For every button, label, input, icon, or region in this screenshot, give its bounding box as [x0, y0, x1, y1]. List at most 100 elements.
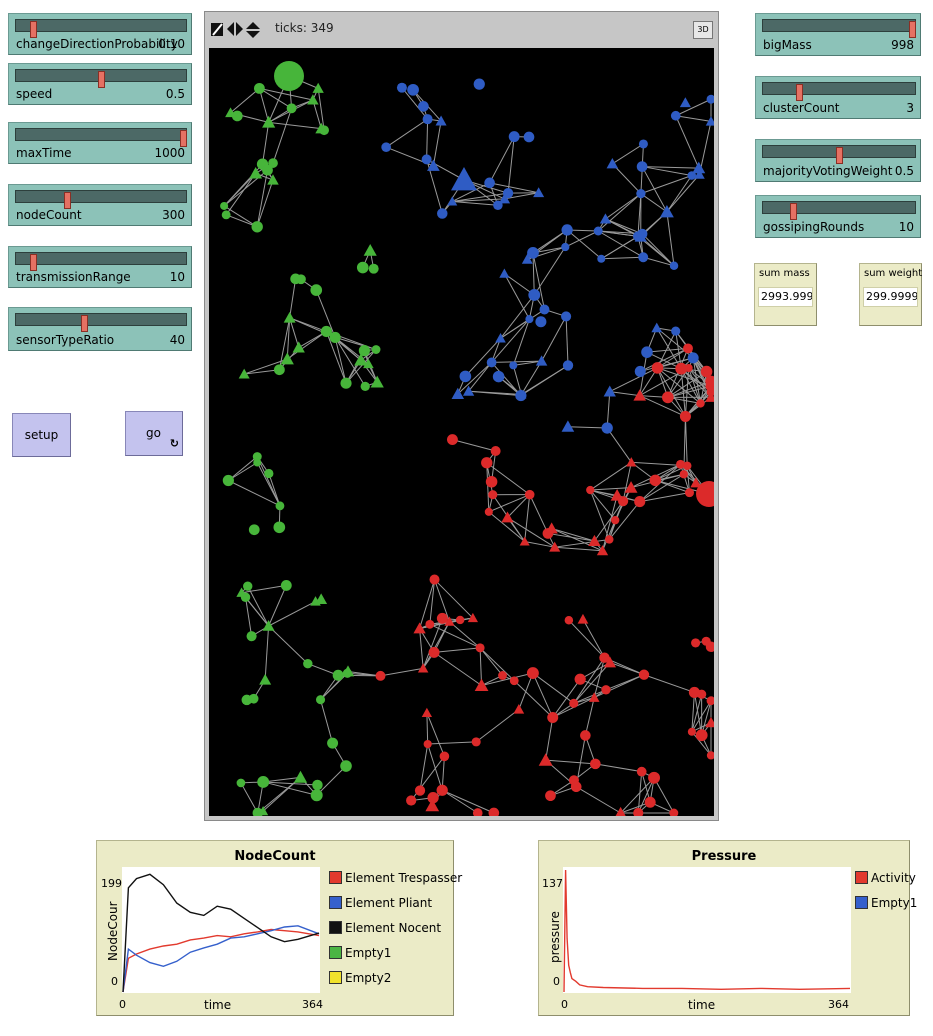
slider-knob[interactable]	[796, 84, 804, 101]
slider-speed[interactable]: speed 0.5	[8, 63, 192, 105]
sensor-node	[246, 631, 257, 642]
sensor-node	[526, 667, 539, 680]
sensor-node	[539, 304, 550, 315]
sensor-node	[471, 737, 481, 747]
slider-majority-voting-weight[interactable]: majorityVotingWeight 0.5	[755, 139, 921, 182]
sensor-node	[473, 78, 485, 90]
slider-gossiping-rounds[interactable]: gossipingRounds 10	[755, 195, 921, 238]
series-line-element-nocent	[122, 873, 320, 993]
slider-max-time[interactable]: maxTime 1000	[8, 122, 192, 164]
slider-track[interactable]	[762, 82, 916, 101]
sensor-node	[706, 696, 714, 706]
slider-knob[interactable]	[64, 192, 71, 209]
world-canvas[interactable]	[209, 48, 714, 816]
slider-transmission-range[interactable]: transmissionRange 10	[8, 246, 192, 288]
slider-knob[interactable]	[98, 71, 105, 88]
slider-track[interactable]	[762, 145, 916, 164]
arrows-vertical-icon[interactable]	[246, 22, 260, 38]
network-link	[554, 546, 603, 552]
sensor-node	[671, 326, 681, 336]
slider-knob[interactable]	[30, 21, 37, 38]
slider-track[interactable]	[15, 252, 187, 271]
network-link	[256, 179, 274, 227]
sensor-node-triangle	[679, 97, 691, 108]
slider-node-count[interactable]: nodeCount 300	[8, 184, 192, 226]
edit-icon[interactable]	[211, 23, 223, 36]
network-link	[434, 647, 481, 653]
network-link	[334, 337, 347, 384]
sensor-node	[705, 375, 714, 387]
network-link	[401, 87, 428, 120]
sensor-node	[636, 189, 646, 199]
slider-knob[interactable]	[790, 203, 798, 220]
network-link	[223, 205, 258, 228]
sensor-node	[485, 475, 498, 488]
slider-change-direction-probability[interactable]: changeDirectionProbability 0.10	[8, 13, 192, 55]
sensor-node-triangle	[451, 387, 465, 400]
sensor-node	[601, 685, 611, 695]
sensor-node	[273, 364, 285, 376]
slider-big-mass[interactable]: bigMass 998	[755, 13, 921, 56]
network-link	[419, 628, 424, 669]
y-min-label: 0	[553, 975, 560, 988]
slider-track[interactable]	[15, 313, 187, 332]
slider-knob[interactable]	[81, 315, 88, 332]
sensor-node	[638, 252, 649, 263]
slider-knob[interactable]	[179, 130, 187, 147]
sensor-node	[368, 263, 379, 274]
sensor-node-triangle	[435, 115, 447, 126]
sensor-node	[436, 612, 448, 624]
slider-value: 1000	[154, 146, 185, 160]
legend-element-trespasser: Element Trespasser	[329, 871, 462, 885]
plot-nodecount: NodeCount 199 0 NodeCour 0 time 364 Elem…	[96, 840, 462, 1016]
network-link	[380, 667, 424, 677]
legend-empty1: Empty1	[855, 896, 917, 910]
slider-value: 998	[891, 38, 914, 52]
slider-track[interactable]	[15, 69, 187, 88]
3d-button[interactable]: 3D	[693, 21, 713, 39]
sensor-node-triangle	[603, 385, 616, 397]
network-link	[532, 672, 554, 718]
slider-track[interactable]	[762, 201, 916, 220]
sensor-node	[221, 210, 231, 220]
sensor-node	[508, 131, 520, 143]
slider-value: 0.5	[165, 87, 185, 101]
network-link	[240, 782, 259, 814]
slider-track[interactable]	[762, 19, 916, 38]
slider-knob[interactable]	[30, 254, 37, 271]
sensor-node	[561, 242, 570, 252]
setup-button[interactable]: setup	[12, 413, 71, 457]
slider-track[interactable]	[15, 128, 187, 147]
sensor-node	[683, 343, 693, 354]
network-link	[566, 229, 602, 260]
slider-sensor-type-ratio[interactable]: sensorTypeRatio 40	[8, 307, 192, 351]
sensor-node	[488, 807, 500, 816]
arrows-horizontal-icon[interactable]	[227, 22, 243, 36]
sensor-node	[356, 261, 369, 274]
go-button[interactable]: go ↻	[125, 411, 183, 456]
network-link	[693, 692, 703, 736]
sensor-node	[528, 289, 541, 301]
slider-knob[interactable]	[836, 147, 843, 164]
plot-area	[122, 867, 320, 993]
slider-track[interactable]	[15, 19, 187, 38]
network-link	[529, 494, 549, 534]
network-link	[609, 367, 658, 393]
sensor-node-triangle	[280, 352, 294, 365]
network-link	[268, 585, 287, 627]
slider-cluster-count[interactable]: clusterCount 3	[755, 76, 921, 119]
network-link	[605, 674, 645, 691]
network-link	[289, 278, 297, 318]
network-link	[452, 192, 509, 202]
network-link	[589, 489, 616, 521]
sensor-node-triangle	[519, 536, 530, 546]
network-link	[643, 256, 675, 267]
slider-knob[interactable]	[908, 21, 916, 38]
network-link	[657, 367, 712, 387]
slider-track[interactable]	[15, 190, 187, 209]
network-link	[701, 700, 712, 736]
sensor-node	[649, 474, 662, 487]
network-link	[551, 528, 595, 542]
x-max-label: 364	[302, 998, 323, 1011]
sensor-node-triangle	[447, 196, 458, 206]
